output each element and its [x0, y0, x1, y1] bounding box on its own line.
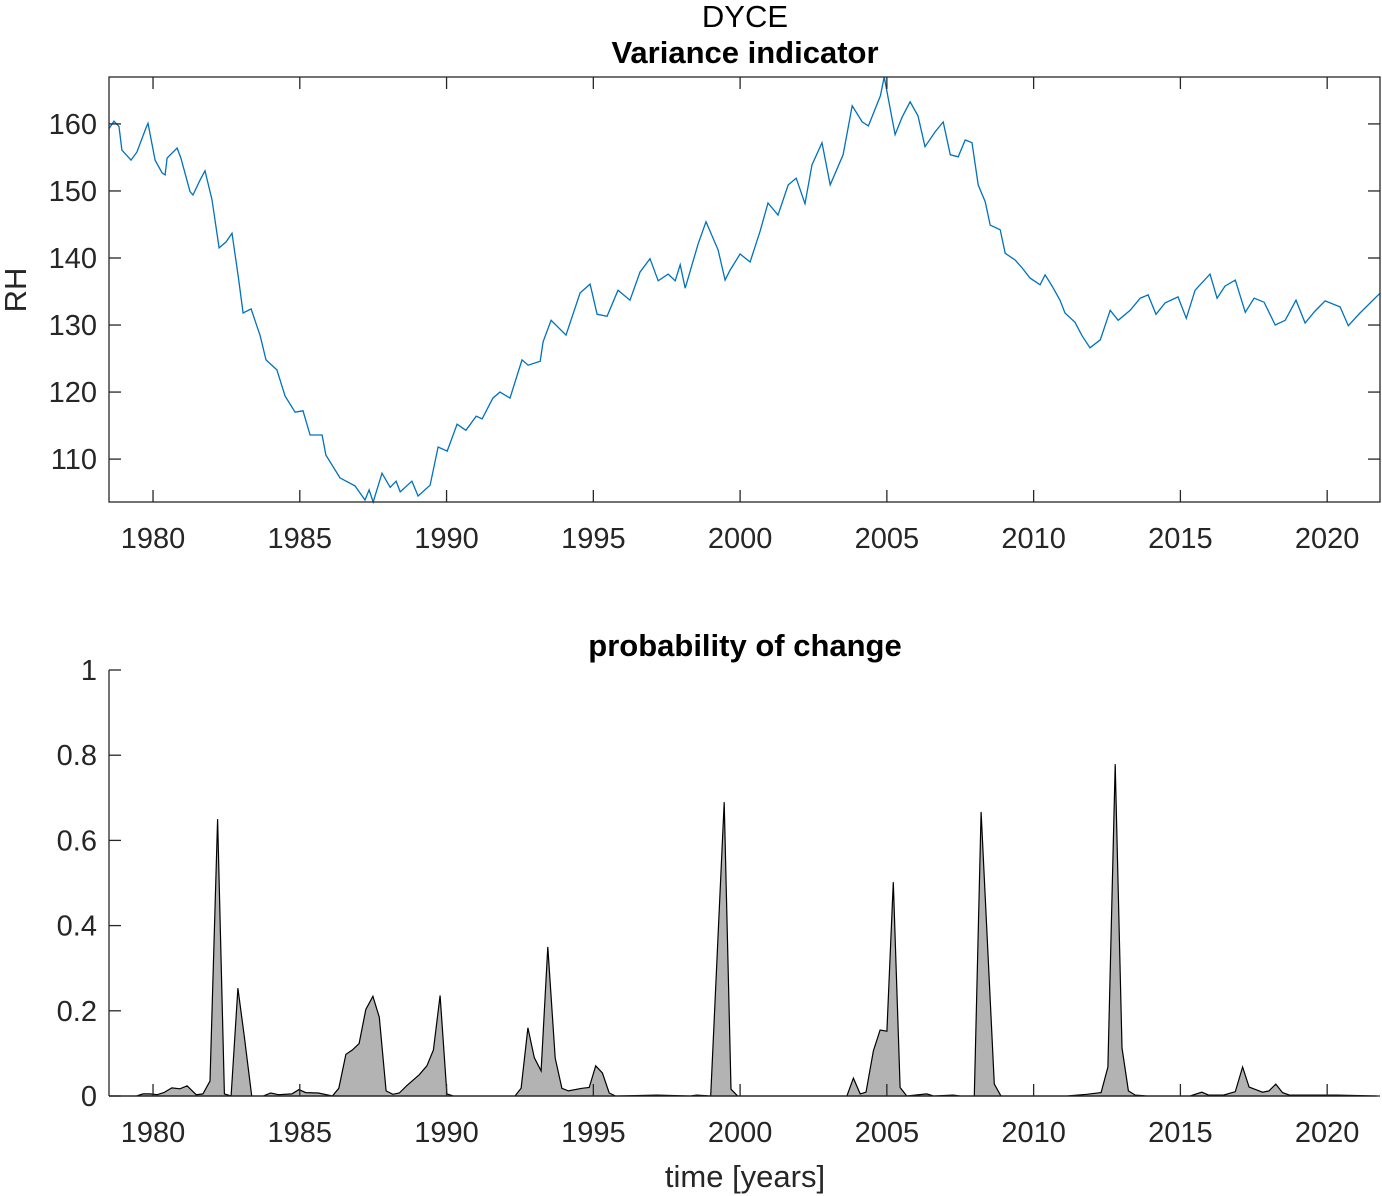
y-tick-label: 150 — [49, 176, 97, 208]
x-tick-label: 2000 — [708, 1117, 773, 1149]
x-tick-label: 2020 — [1295, 1117, 1360, 1149]
x-tick-label: 1990 — [414, 1117, 479, 1149]
y-tick-label: 0.8 — [57, 740, 97, 772]
y-tick-label: 0.4 — [57, 911, 97, 943]
probability-title: probability of change — [588, 628, 901, 663]
x-tick-label: 2010 — [1001, 523, 1066, 555]
x-tick-label: 2020 — [1295, 523, 1360, 555]
x-tick-label: 2015 — [1148, 1117, 1213, 1149]
probability-area — [109, 764, 1377, 1097]
x-tick-label: 2010 — [1001, 1117, 1066, 1149]
x-tick-label: 1985 — [268, 523, 333, 555]
y-tick-label: 110 — [51, 444, 97, 476]
x-tick-label: 2015 — [1148, 523, 1213, 555]
y-tick-label: 140 — [49, 243, 97, 275]
x-tick-label: 2005 — [855, 1117, 920, 1149]
chart-subtitle: Variance indicator — [611, 35, 878, 70]
rh-series-line — [108, 76, 1381, 505]
y-tick-label: 160 — [49, 109, 97, 141]
y-tick-label: 130 — [49, 310, 97, 342]
y-tick-label: 0.6 — [57, 825, 97, 857]
x-axis-label: time [years] — [665, 1159, 825, 1194]
x-tick-label: 1980 — [121, 523, 186, 555]
x-tick-label: 1980 — [121, 1117, 186, 1149]
probability-plot: 1980 1985 1990 1995 2000 2005 2010 2015 2020 0 0.2… — [57, 655, 1380, 1149]
x-tick-label: 2000 — [708, 523, 773, 555]
y-tick-label: 1 — [81, 655, 97, 687]
chart-title: DYCE — [702, 0, 788, 34]
x-tick-label: 1995 — [561, 523, 626, 555]
y-tick-label: 0.2 — [57, 996, 97, 1028]
x-tick-label: 2005 — [855, 523, 920, 555]
y-tick-label: 120 — [49, 377, 97, 409]
y-tick-label: 0 — [81, 1081, 97, 1113]
y-axis-label: RH — [0, 268, 33, 313]
x-tick-label: 1990 — [414, 523, 479, 555]
variance-plot: 1980 1985 1990 1995 2000 2005 2010 2015 2020 110 1… — [49, 76, 1381, 555]
axes-box — [108, 76, 1381, 503]
x-tick-label: 1995 — [561, 1117, 626, 1149]
x-tick-label: 1985 — [268, 1117, 333, 1149]
